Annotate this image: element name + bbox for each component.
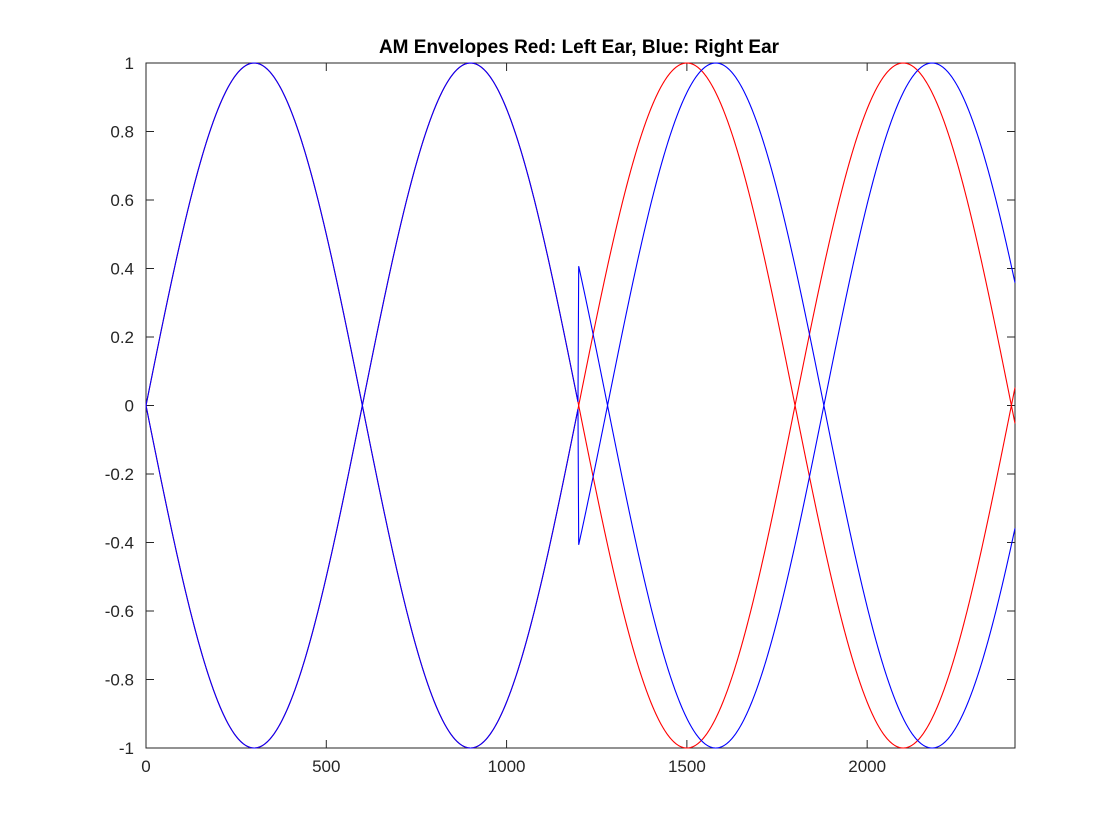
x-tick-label: 500 (312, 757, 340, 776)
axes-box (145, 62, 1016, 749)
y-tick-label: -0.4 (105, 534, 134, 553)
y-tick-label: 0.6 (110, 191, 134, 210)
x-tick-label: 1000 (488, 757, 526, 776)
right-ear-envelope-line-2 (145, 62, 1016, 749)
plot-area (145, 62, 1016, 749)
series-layer (145, 62, 1016, 749)
axis-ticks (145, 62, 1015, 749)
y-tick-label: -0.2 (105, 465, 134, 484)
y-tick-label: 0.4 (110, 260, 134, 279)
y-tick-label: 1 (125, 54, 134, 73)
right-ear-envelope-line-3 (145, 62, 1016, 749)
y-tick-label: -1 (119, 739, 134, 758)
x-tick-label: 0 (141, 757, 150, 776)
y-tick-label: 0 (125, 397, 134, 416)
x-tick-label: 1500 (668, 757, 706, 776)
y-tick-label: 0.8 (110, 123, 134, 142)
axis-tick-labels: 0 500 1000 1500 2000 -1 -0.8 -0.6 -0.4 -0.2 0 0.2 0.… (105, 54, 886, 776)
x-tick-label: 2000 (848, 757, 886, 776)
y-tick-label: -0.8 (105, 671, 134, 690)
y-tick-label: 0.2 (110, 328, 134, 347)
y-tick-label: -0.6 (105, 602, 134, 621)
chart-title: AM Envelopes Red: Left Ear, Blue: Right … (379, 37, 780, 58)
